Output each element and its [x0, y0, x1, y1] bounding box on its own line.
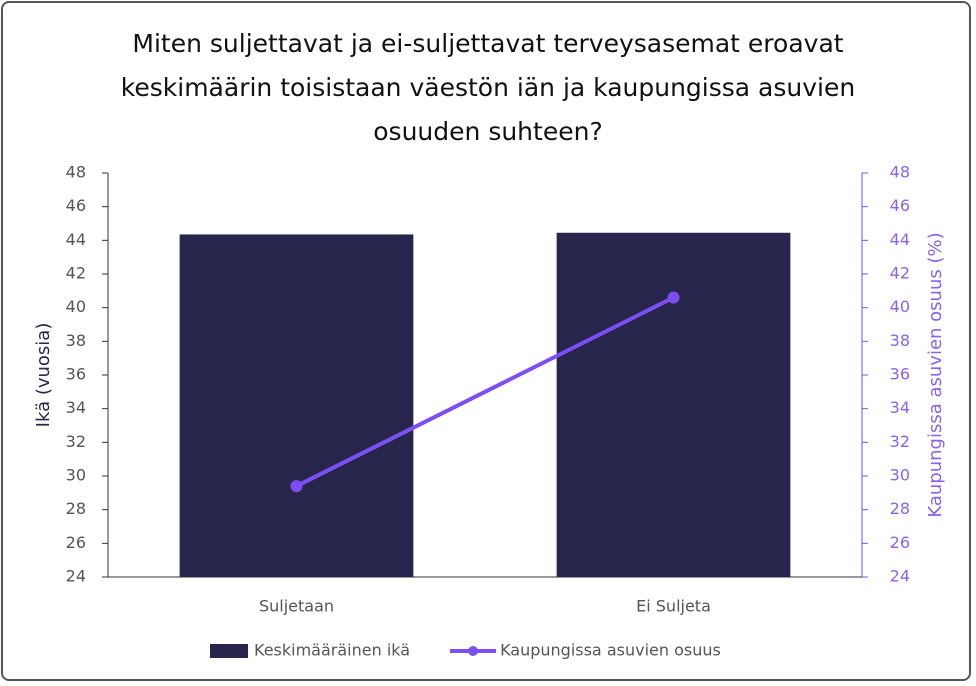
- bar: [556, 232, 791, 577]
- legend-label: Kaupungissa asuvien osuus: [500, 641, 721, 660]
- y-tick-label: 30: [66, 466, 86, 485]
- y2-tick-label: 36: [890, 365, 910, 384]
- x-tick-label: Suljetaan: [259, 597, 334, 616]
- y-tick-label: 40: [66, 297, 86, 316]
- line-point: [290, 480, 303, 493]
- y-tick-label: 32: [66, 432, 86, 451]
- y2-tick-label: 48: [890, 163, 910, 182]
- y2-tick-label: 38: [890, 331, 910, 350]
- y2-tick-label: 32: [890, 432, 910, 451]
- line-point: [667, 291, 680, 304]
- y2-tick-label: 40: [890, 297, 910, 316]
- y2-axis-label: Kaupungissa asuvien osuus (%): [925, 232, 946, 517]
- y2-tick-label: 42: [890, 264, 910, 283]
- y-tick-label: 34: [66, 398, 86, 417]
- y-tick-label: 38: [66, 331, 86, 350]
- y-tick-label: 26: [66, 533, 86, 552]
- y-tick-label: 42: [66, 264, 86, 283]
- y2-tick-label: 34: [890, 398, 910, 417]
- bar: [179, 234, 414, 578]
- y2-tick-label: 46: [890, 196, 910, 215]
- x-tick-label: Ei Suljeta: [636, 597, 711, 616]
- legend-label: Keskimääräinen ikä: [254, 641, 410, 660]
- y-tick-label: 36: [66, 365, 86, 384]
- y-axis-label: Ikä (vuosia): [33, 323, 54, 428]
- legend-swatch-dot: [468, 646, 479, 656]
- y-tick-label: 24: [66, 567, 86, 586]
- y2-tick-label: 28: [890, 499, 910, 518]
- y2-tick-label: 44: [890, 230, 910, 249]
- y2-tick-label: 24: [890, 567, 910, 586]
- chart-title: Miten suljettavat ja ei-suljettavat terv…: [120, 29, 856, 146]
- y2-tick-label: 30: [890, 466, 910, 485]
- y-tick-label: 48: [66, 163, 86, 182]
- y-tick-label: 28: [66, 499, 86, 518]
- y-tick-label: 44: [66, 230, 86, 249]
- line: [295, 295, 675, 488]
- legend-swatch: [210, 644, 248, 658]
- y2-tick-label: 26: [890, 533, 910, 552]
- y-tick-label: 46: [66, 196, 86, 215]
